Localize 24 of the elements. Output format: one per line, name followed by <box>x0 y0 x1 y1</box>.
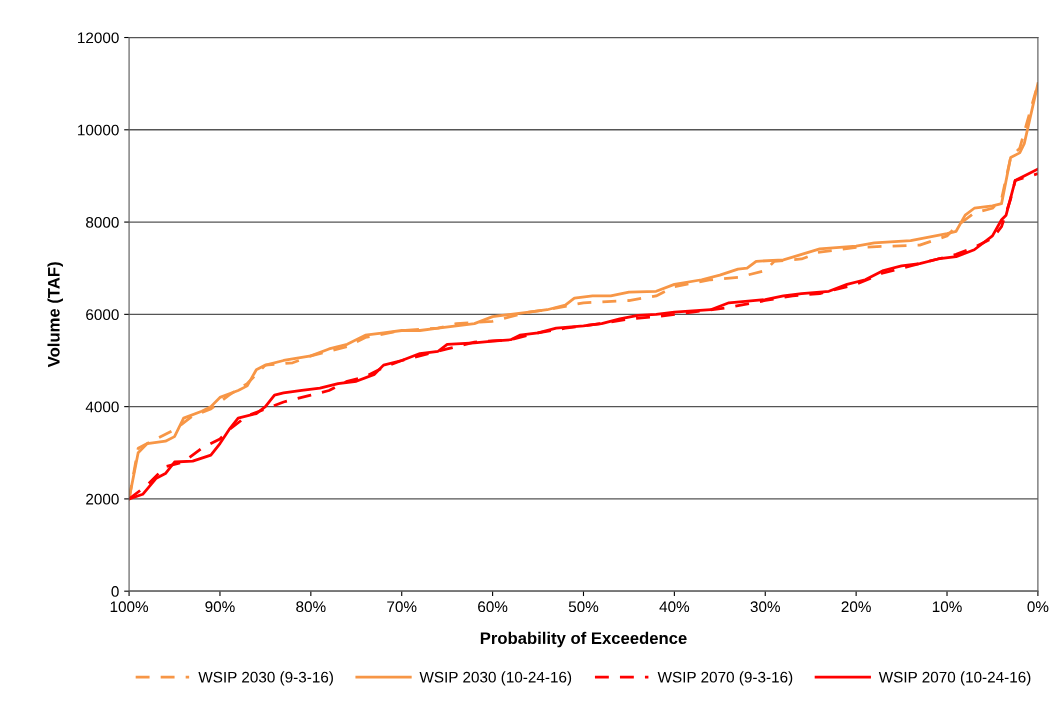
x-tick-label: 80% <box>296 601 326 613</box>
y-tick-label: 6000 <box>86 309 119 321</box>
legend-label: WSIP 2070 (9-3-16) <box>657 671 793 686</box>
x-tick-label: 0% <box>1027 601 1049 613</box>
x-tick-label: 20% <box>841 601 871 613</box>
y-tick-label: 8000 <box>86 216 119 228</box>
y-tick-label: 0 <box>111 586 119 597</box>
y-tick-label: 2000 <box>86 493 119 505</box>
y-tick-label: 4000 <box>85 401 119 413</box>
x-tick-label: 50% <box>568 601 599 613</box>
x-tick-label: 30% <box>750 601 780 613</box>
x-tick-label: 60% <box>478 601 508 613</box>
x-axis-title: Probability of Exceedence <box>480 631 687 648</box>
x-tick-label: 10% <box>932 601 962 613</box>
legend-label: WSIP 2070 (10-24-16) <box>878 671 1031 686</box>
legend-label: WSIP 2030 (9-3-16) <box>198 671 333 686</box>
x-tick-label: 100% <box>110 601 149 613</box>
y-tick-label: 10000 <box>78 124 119 136</box>
x-tick-label: 40% <box>659 601 690 613</box>
y-tick-label: 12000 <box>78 32 119 44</box>
y-axis-title: Volume (TAF) <box>47 262 63 368</box>
x-tick-label: 90% <box>205 601 235 613</box>
legend-label: WSIP 2030 (10-24-16) <box>419 671 572 686</box>
x-tick-label: 70% <box>387 601 417 613</box>
